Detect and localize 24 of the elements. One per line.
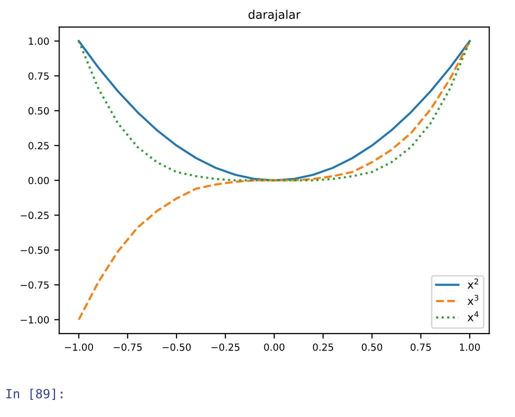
y-tick-label: 0.50	[28, 107, 49, 115]
y-tick-label: −1.00	[20, 316, 49, 324]
y-tick-label: 0.00	[28, 176, 49, 184]
y-tick-label: 0.75	[28, 72, 49, 80]
legend-label: x$^{2}$	[468, 278, 478, 289]
chart-title: darajalar	[248, 10, 301, 22]
x-tick-label: −0.75	[114, 343, 142, 351]
y-tick-label: 1.00	[28, 38, 49, 45]
x-tick-label: 0.00	[264, 343, 284, 351]
legend-label: x$^{4}$	[468, 311, 478, 322]
x-tick-label: 0.50	[362, 343, 382, 351]
legend-label: x$^{3}$	[468, 294, 478, 305]
y-tick-label: 0.25	[28, 142, 49, 150]
line-series	[78, 40, 471, 182]
x-tick-label: 0.25	[312, 343, 334, 351]
y-tick-label: −0.25	[20, 212, 49, 220]
x-tick-label: −0.50	[162, 343, 191, 351]
x-tick-label: −0.25	[212, 343, 240, 351]
text: In [89]:	[6, 388, 62, 400]
y-tick-label: −0.75	[20, 281, 49, 289]
x-tick-label: 0.75	[410, 343, 431, 351]
x-tick-label: −1.00	[64, 343, 94, 351]
y-tick-label: −0.50	[20, 246, 49, 254]
x-tick-label: 1.00	[460, 343, 480, 351]
